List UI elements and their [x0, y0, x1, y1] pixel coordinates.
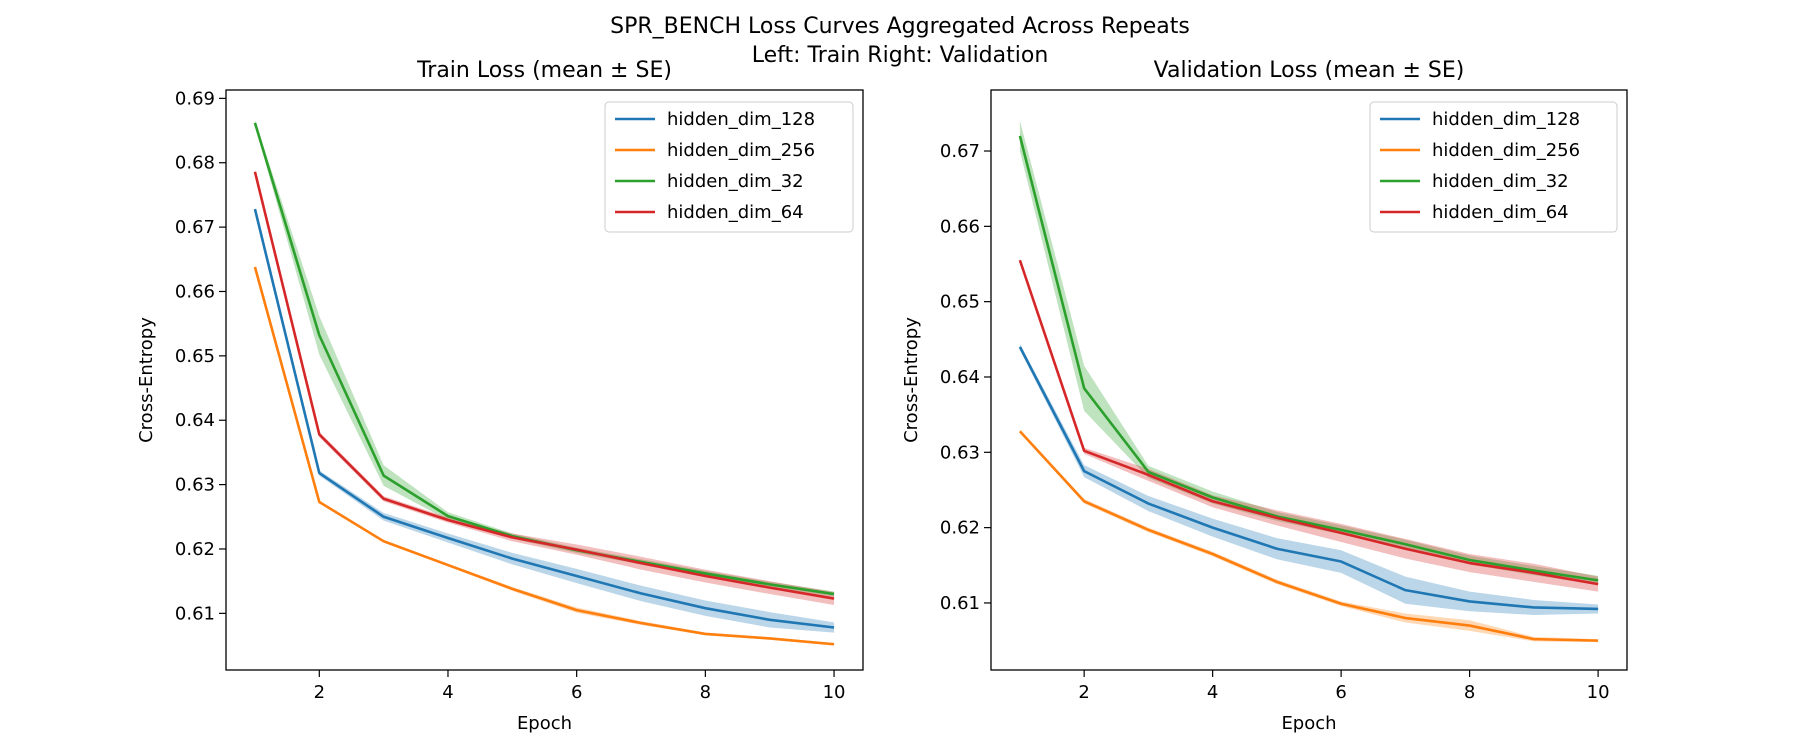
validation-yaxis-label: Cross-Entropy [901, 317, 922, 443]
train-line-hidden_dim_128 [253, 208, 835, 629]
train-se-band-hidden_dim_128 [254, 207, 835, 633]
validation-ytick-label: 0.65 [940, 292, 980, 313]
validation-xtick-label: 6 [1335, 682, 1346, 703]
validation-se-band-hidden_dim_128 [1019, 343, 1599, 616]
train-ytick-label: 0.67 [175, 217, 215, 238]
validation-legend-box [1369, 101, 1618, 233]
validation-xticks: 2 4 6 8 10 [1078, 670, 1610, 703]
train-se-band-hidden_dim_32 [254, 120, 835, 597]
validation-ytick-label: 0.67 [940, 141, 980, 162]
train-yaxis-label: Cross-Entropy [136, 317, 157, 443]
validation-xtick-label: 2 [1078, 682, 1089, 703]
validation-line-hidden_dim_32 [1018, 135, 1599, 582]
train-legend: hidden_dim_128 hidden_dim_256 hidden_dim_3… [604, 101, 854, 233]
validation-lines [1018, 135, 1599, 642]
train-plot-frame [225, 89, 864, 671]
validation-ytick-label: 0.64 [940, 367, 980, 388]
validation-loss-panel: Validation Loss (mean ± SE) 2 4 6 8 10 0.610… [901, 58, 1628, 734]
validation-ytick-label: 0.63 [940, 442, 980, 463]
train-line-hidden_dim_64 [253, 171, 835, 600]
validation-plot-frame [990, 89, 1628, 671]
train-legend-box [604, 101, 854, 233]
validation-line-hidden_dim_256 [1018, 430, 1599, 642]
validation-yticks: 0.61 0.62 0.63 0.64 0.65 0.66 0.67 [940, 141, 991, 614]
train-legend-label: hidden_dim_64 [667, 202, 804, 223]
train-xtick-label: 8 [700, 682, 711, 703]
validation-line-hidden_dim_64 [1018, 259, 1599, 586]
train-ytick-label: 0.69 [175, 88, 215, 109]
train-yticks: 0.61 0.62 0.63 0.64 0.65 0.66 0.67 0.68 0.69 [175, 88, 226, 624]
train-xticks: 2 4 6 8 10 [314, 670, 846, 703]
validation-xtick-label: 4 [1207, 682, 1218, 703]
train-xtick-label: 6 [571, 682, 582, 703]
train-xtick-label: 2 [314, 682, 325, 703]
validation-xtick-label: 10 [1587, 682, 1610, 703]
validation-xaxis-label: Epoch [1281, 713, 1336, 734]
train-bands [254, 120, 835, 646]
train-ytick-label: 0.61 [175, 603, 215, 624]
validation-legend-label: hidden_dim_64 [1432, 202, 1569, 223]
train-xtick-label: 10 [823, 682, 846, 703]
train-panel-title: Train Loss (mean ± SE) [416, 58, 672, 83]
train-ytick-label: 0.65 [175, 346, 215, 367]
train-legend-label: hidden_dim_32 [667, 171, 804, 192]
validation-line-hidden_dim_128 [1018, 346, 1599, 611]
train-loss-panel: Train Loss (mean ± SE) 2 4 6 8 10 0.610.620.… [136, 58, 864, 734]
validation-ytick-label: 0.62 [940, 518, 980, 539]
validation-ytick-label: 0.61 [940, 593, 980, 614]
train-line-hidden_dim_256 [253, 266, 835, 646]
train-ytick-label: 0.66 [175, 281, 215, 302]
figure-suptitle-line2: Left: Train Right: Validation [752, 43, 1049, 68]
validation-ytick-label: 0.66 [940, 216, 980, 237]
train-ytick-label: 0.62 [175, 539, 215, 560]
train-lines [253, 122, 835, 646]
train-xaxis-label: Epoch [517, 713, 572, 734]
train-legend-label: hidden_dim_128 [667, 109, 815, 130]
figure-suptitle-line1: SPR_BENCH Loss Curves Aggregated Across … [610, 14, 1190, 39]
validation-legend: hidden_dim_128 hidden_dim_256 hidden_dim_3… [1369, 101, 1618, 233]
validation-legend-label: hidden_dim_256 [1432, 140, 1580, 161]
validation-xtick-label: 8 [1464, 682, 1475, 703]
train-ytick-label: 0.64 [175, 410, 215, 431]
train-xtick-label: 4 [442, 682, 453, 703]
train-ytick-label: 0.68 [175, 153, 215, 174]
validation-panel-title: Validation Loss (mean ± SE) [1154, 58, 1465, 83]
validation-legend-label: hidden_dim_32 [1432, 171, 1569, 192]
validation-legend-label: hidden_dim_128 [1432, 109, 1580, 130]
train-legend-label: hidden_dim_256 [667, 140, 815, 161]
train-ytick-label: 0.63 [175, 475, 215, 496]
